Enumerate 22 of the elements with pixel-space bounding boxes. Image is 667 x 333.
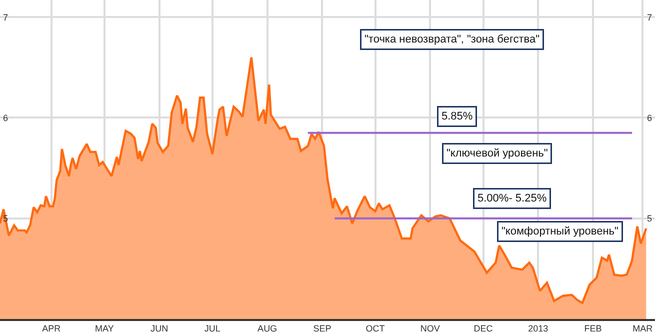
x-tick-label: NOV [420,324,440,333]
x-tick-label: JUL [204,324,220,333]
ref-line-label: 5.85% [442,110,473,122]
annotation: "точка невозврата", "зона бегства" [364,34,540,46]
x-tick-label: JUN [150,324,168,333]
annotation: "ключевой уровень" [446,148,548,160]
y2-tick-label: 5 [646,214,652,224]
y2-tick-label: 6 [646,112,652,123]
y-tick-label: 6 [3,112,8,123]
x-tick-label: APR [42,324,62,333]
x-tick-label: MAR [632,324,654,333]
y-tick-label: 7 [3,12,8,22]
x-tick-label: AUG [258,324,278,333]
x-tick-label: DEC [474,324,494,333]
annotation: "комфортный уровень" [502,226,619,238]
y2-tick-label: 7 [646,12,652,22]
x-tick-label: FEB [584,324,602,333]
x-tick-label: OCT [366,324,386,333]
x-tick-label: MAY [95,324,114,333]
x-tick-label: SEP [313,324,332,333]
x-tick-label: 2013 [528,324,548,333]
ref-line-label: 5.00%- 5.25% [478,192,547,204]
